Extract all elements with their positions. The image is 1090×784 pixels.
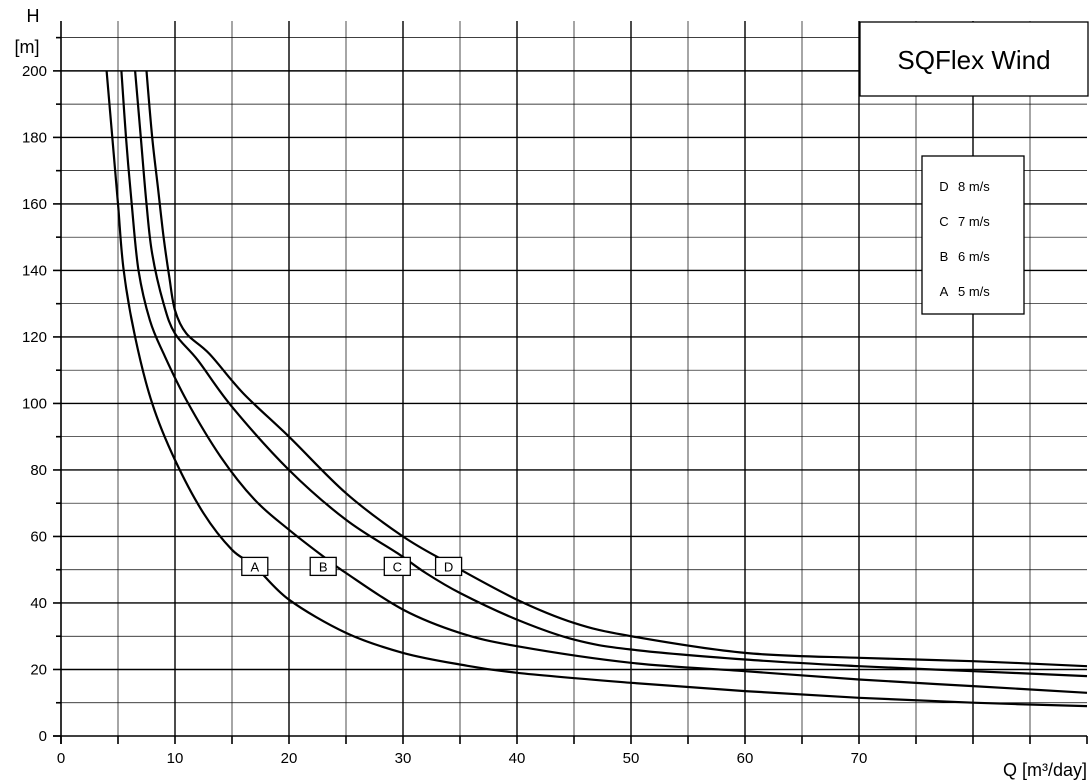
y-tick-label: 120 (22, 329, 47, 346)
title-frame (859, 21, 1089, 97)
curve-tag-box (309, 556, 337, 577)
curve-tag-label: A (250, 559, 259, 574)
y-axis-unit: [m] (15, 37, 40, 57)
x-tick-label: 70 (851, 750, 868, 767)
curve-tag-label: D (444, 559, 453, 574)
curve-d (145, 70, 1088, 668)
y-tick-label: 140 (22, 262, 47, 279)
x-tick-label: 10 (167, 750, 184, 767)
curves (105, 70, 1088, 708)
curve-tags: A B C D (241, 556, 463, 577)
title-box: SQFlex Wind (859, 21, 1089, 97)
legend-label: 8 m/s (958, 179, 990, 194)
legend-key: D (939, 179, 948, 194)
y-tick-label: 60 (30, 528, 47, 545)
curve-tag-a: A (241, 556, 269, 577)
legend-key: B (940, 249, 949, 264)
curve-tag-d: D (434, 556, 463, 577)
legend-label: 6 m/s (958, 249, 990, 264)
y-tick-label: 80 (30, 462, 47, 479)
x-tick-label: 60 (737, 750, 754, 767)
curve-tag-c: C (383, 556, 411, 577)
curve-tag-box (434, 556, 463, 577)
legend-key: A (940, 284, 949, 299)
y-tick-label: 180 (22, 129, 47, 146)
curve-tag-box (383, 556, 411, 577)
curve-tag-b: B (309, 556, 337, 577)
curve-tag-label: C (393, 559, 402, 574)
legend-label: 5 m/s (958, 284, 990, 299)
x-tick-label: 20 (281, 750, 298, 767)
x-tick-label: 30 (395, 750, 412, 767)
y-tick-label: 160 (22, 196, 47, 213)
curve-b (120, 70, 1088, 694)
chart-title: SQFlex Wind (897, 45, 1050, 75)
axes (53, 21, 1088, 744)
legend-label: 7 m/s (958, 214, 990, 229)
y-tick-label: 0 (39, 728, 47, 745)
x-tick-label: 50 (623, 750, 640, 767)
curve-tag-label: B (319, 559, 328, 574)
x-tick-labels: 0 10 20 30 40 50 60 70 (57, 750, 868, 767)
curve-a (105, 70, 1088, 708)
x-axis-title: Q [m³/day] (1003, 760, 1087, 780)
x-tick-label: 40 (509, 750, 526, 767)
y-tick-label: 40 (30, 595, 47, 612)
legend: D 8 m/s C 7 m/s B 6 m/s A 5 m/s (921, 155, 1025, 315)
y-tick-labels: 0 20 40 60 80 100 120 140 160 180 200 (22, 63, 47, 745)
y-axis-title: H (27, 6, 40, 26)
legend-entries: D 8 m/s C 7 m/s B 6 m/s A 5 m/s (939, 179, 990, 299)
y-tick-label: 100 (22, 395, 47, 412)
x-tick-label: 0 (57, 750, 65, 767)
y-tick-label: 20 (30, 661, 47, 678)
legend-key: C (939, 214, 948, 229)
curve-tag-box (241, 556, 269, 577)
grid (61, 21, 1087, 736)
y-tick-label: 200 (22, 63, 47, 80)
curve-c (134, 70, 1088, 678)
legend-frame (921, 155, 1025, 315)
